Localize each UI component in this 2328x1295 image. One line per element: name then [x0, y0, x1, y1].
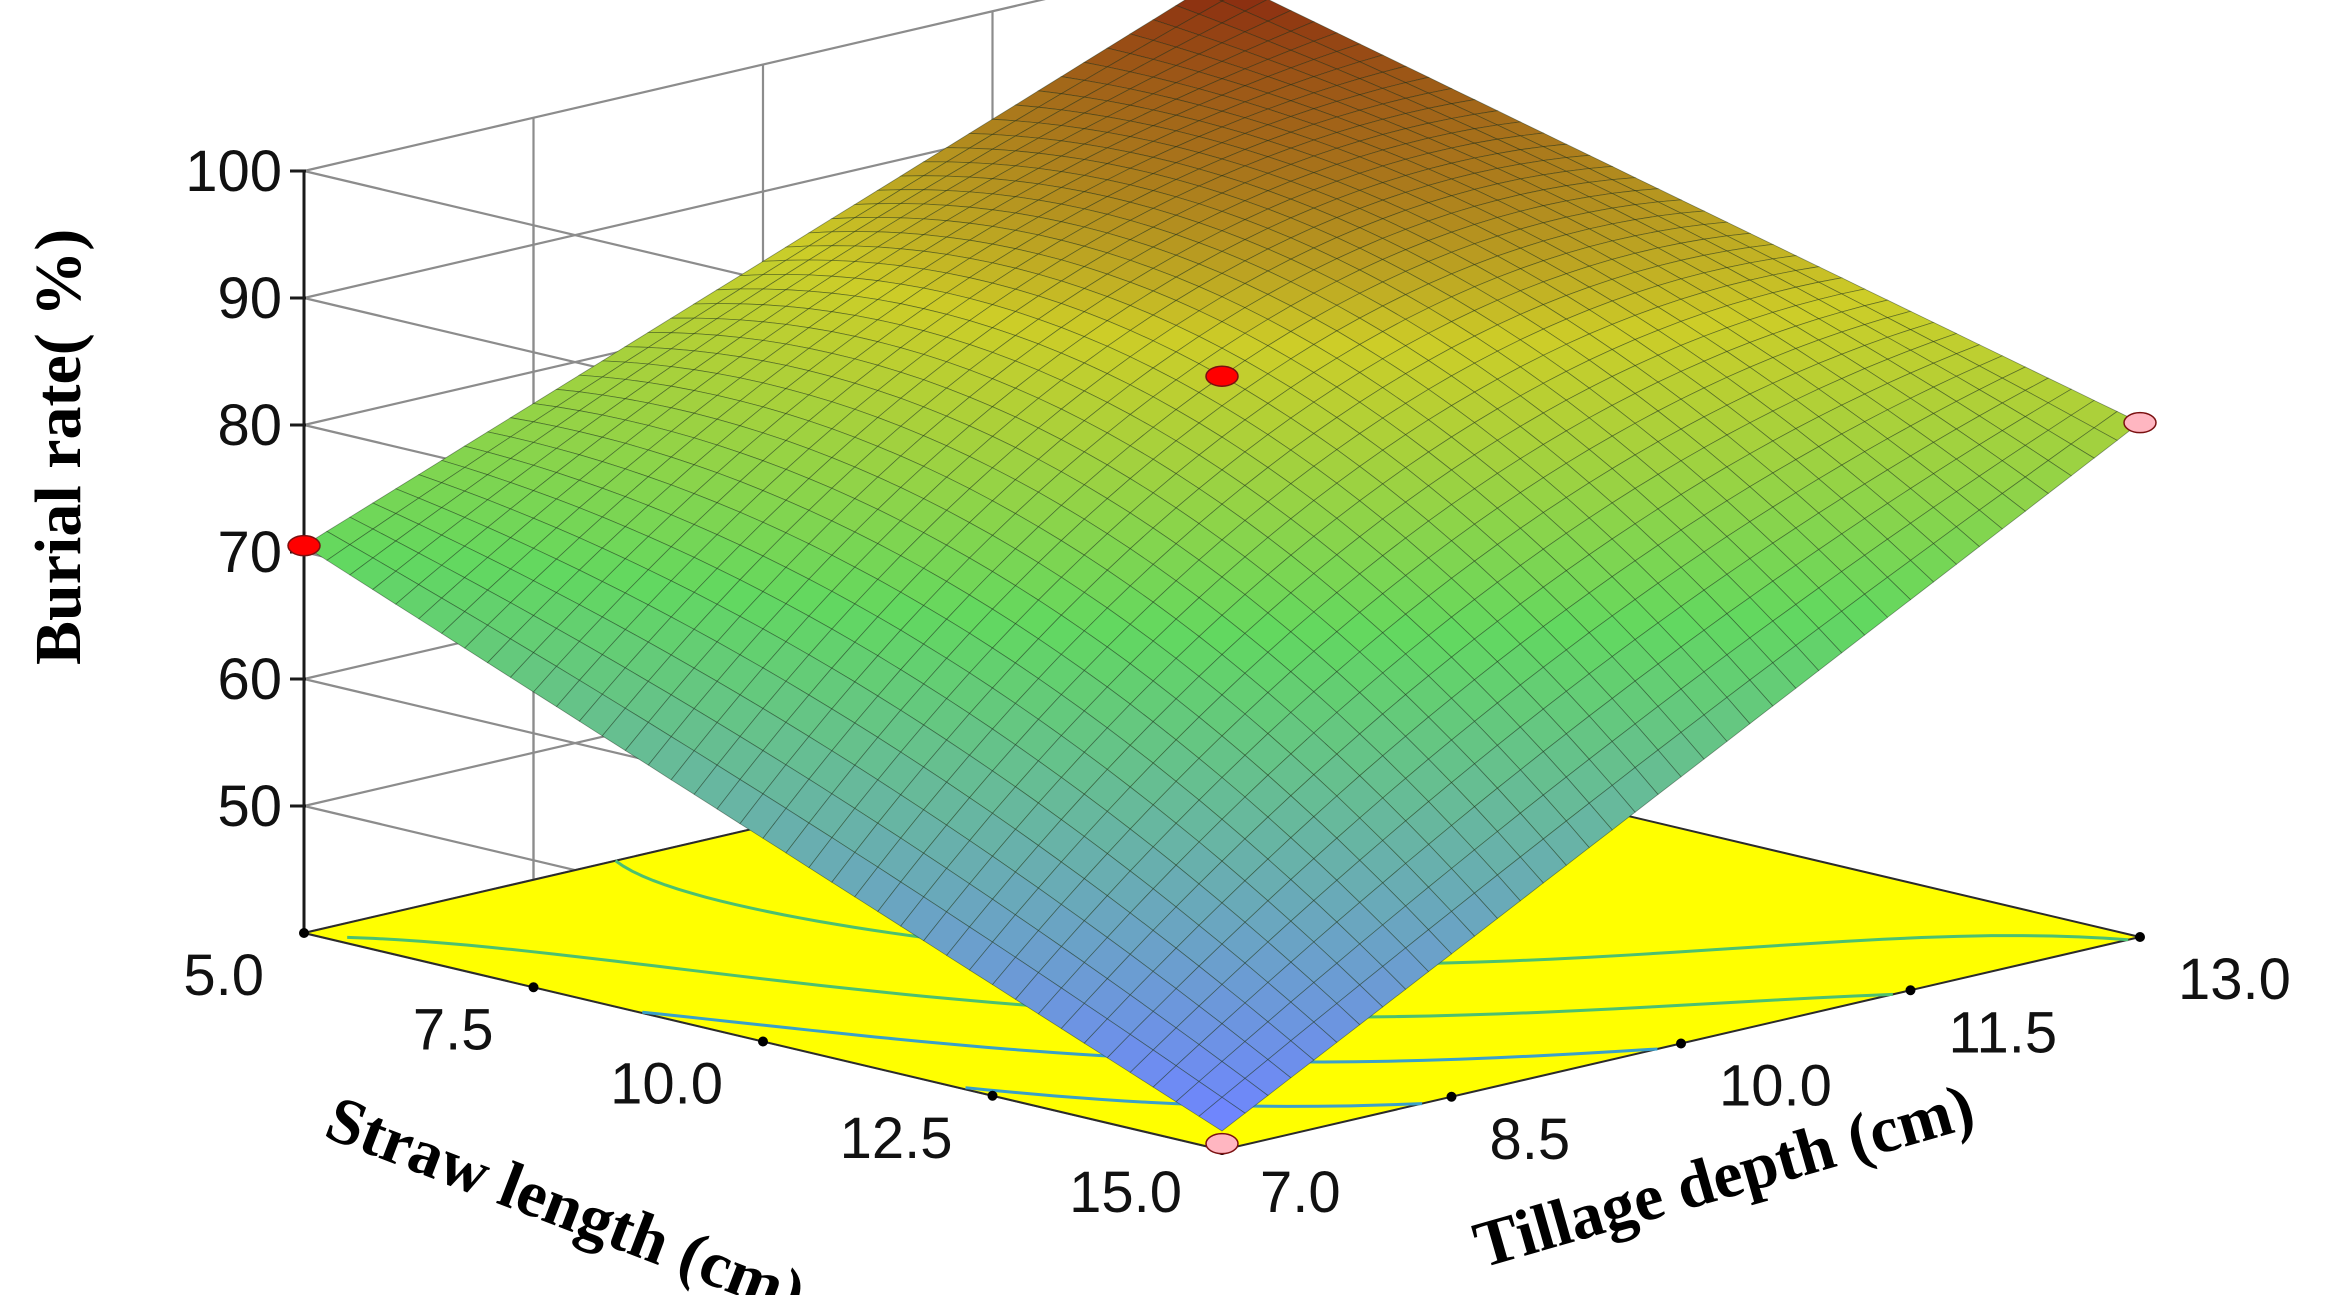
y-tick-label: 11.5: [1949, 1000, 2058, 1065]
surface-cell: [1359, 965, 1407, 1008]
surface-cell: [1703, 696, 1751, 742]
surface-cell: [1473, 874, 1521, 920]
surface-cell: [1427, 910, 1476, 955]
z-axis-title: Burial rate( %): [22, 229, 95, 665]
surface-cell: [1657, 731, 1705, 778]
x-tick-label: 7.5: [413, 997, 494, 1062]
design-point: [2123, 411, 2157, 434]
x-tick-label: 5.0: [183, 943, 264, 1008]
design-point: [1205, 1132, 1239, 1155]
z-tick-label: 90: [217, 266, 282, 331]
surface-cell: [1519, 838, 1567, 884]
y-tick-label: 7.0: [1260, 1160, 1341, 1225]
surface-cell: [1886, 559, 1935, 601]
response-surface: [303, 0, 2141, 1132]
y-tick-label: 10.0: [1719, 1054, 1832, 1119]
surface-cell: [1840, 593, 1889, 636]
surface-cell: [1611, 767, 1659, 813]
y-tick-mark: [2135, 932, 2145, 942]
design-points: [287, 365, 2157, 1155]
y-tick-mark: [1676, 1038, 1686, 1049]
surface-cell: [1218, 0, 1225, 2]
x-tick-label: 15.0: [1069, 1160, 1182, 1225]
surface-cell: [1955, 509, 2003, 548]
floor-contour-line: [347, 935, 1893, 1019]
z-tick-label: 70: [217, 520, 282, 585]
surface-cell: [1909, 543, 1958, 583]
surface-cell: [1542, 820, 1590, 866]
surface-cell: [1680, 714, 1728, 760]
floor-contour-line: [965, 1086, 1423, 1108]
surface-cell: [1588, 784, 1636, 831]
x-tick-mark: [758, 1036, 768, 1047]
y-tick-mark: [1446, 1091, 1457, 1102]
x-axis-title: Straw length (cm): [317, 1082, 815, 1295]
surface-cell: [1405, 929, 1453, 973]
surface-cell: [1863, 576, 1912, 618]
z-tick-label: 50: [217, 774, 282, 839]
surface-cell: [1198, 1096, 1246, 1132]
surface-cell: [1382, 947, 1430, 990]
surface-cell: [1221, 0, 1268, 12]
surface-cell: [1749, 662, 1797, 707]
surface-cell: [2001, 476, 2049, 512]
floor-contour-line: [642, 1010, 1658, 1064]
z-tick-label: 60: [217, 647, 282, 712]
y-tick-label: 13.0: [2178, 947, 2291, 1012]
surface-cell: [1818, 610, 1866, 654]
y-tick-label: 8.5: [1490, 1107, 1571, 1172]
x-tick-label: 12.5: [840, 1106, 953, 1171]
x-tick-mark: [528, 982, 539, 993]
surface-cell: [1313, 1002, 1361, 1043]
surface-cell: [1290, 1021, 1338, 1061]
surface-cell: [1496, 856, 1544, 902]
x-tick-label: 10.0: [610, 1052, 723, 1117]
surface-cell: [1932, 526, 1980, 565]
surface-cell: [1772, 644, 1820, 689]
x-tick-mark: [299, 928, 309, 938]
surface-cell: [1634, 749, 1682, 796]
design-point: [287, 534, 321, 557]
y-tick-mark: [1905, 985, 1916, 996]
design-point: [1205, 365, 1239, 387]
z-tick-label: 100: [185, 139, 282, 204]
surface-cell: [1726, 679, 1774, 725]
surface-cell: [1450, 892, 1498, 937]
surface-cell: [1978, 493, 2026, 530]
z-tick-label: 80: [217, 393, 282, 458]
x-tick-mark: [987, 1090, 998, 1101]
